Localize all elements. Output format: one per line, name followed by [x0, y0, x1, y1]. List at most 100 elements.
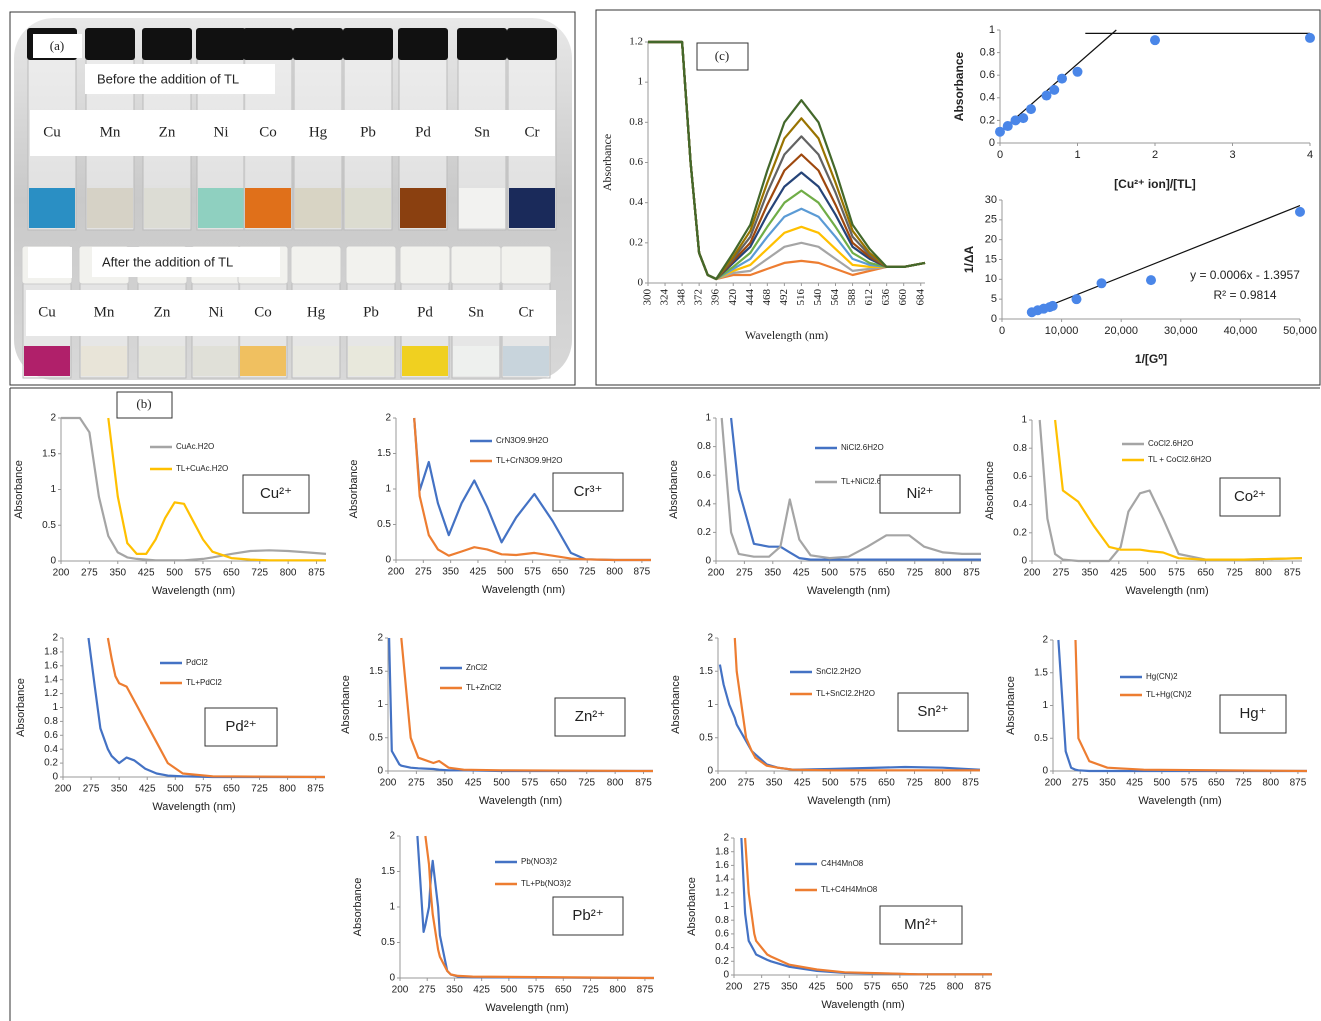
data-point: [1305, 32, 1315, 43]
x-tick-label: 725: [906, 778, 923, 789]
y-tick-label: 0.8: [980, 47, 995, 59]
metal-label: Hg: [307, 304, 326, 320]
spectrum-line: [744, 837, 992, 976]
spectrum-line: [87, 637, 325, 779]
metal-label: Sn: [474, 124, 490, 140]
x-tick-label: 350: [436, 778, 453, 789]
ion-box: [552, 472, 624, 512]
x-tick-label: 500: [822, 778, 839, 789]
panel-label-box: [696, 42, 749, 71]
y-tick-label: 2: [389, 831, 395, 842]
ion-label: Co²⁺: [1234, 488, 1266, 505]
x-tick-label: 200: [392, 985, 409, 996]
y-axis-label: Absorbance: [15, 678, 27, 737]
x-tick-label: 200: [1045, 778, 1062, 789]
ion-label: Cu²⁺: [260, 485, 292, 502]
y-tick-label: 0.2: [715, 956, 729, 967]
metal-label: Sn: [468, 304, 484, 320]
vial-liquid: [295, 188, 341, 228]
y-tick-label: 2: [377, 633, 383, 644]
x-tick-label: 650: [878, 568, 895, 579]
y-axis-label: 1/ΔA: [962, 246, 976, 274]
y-tick-label: 1: [385, 484, 391, 495]
x-tick-label: 875: [1284, 568, 1301, 579]
ion-box: [554, 697, 626, 737]
x-tick-label: 425: [465, 778, 482, 789]
x-tick-label: 50,000: [1283, 325, 1317, 337]
x-tick-label: 425: [470, 567, 487, 578]
equation-label: R² = 0.9814: [1213, 288, 1276, 302]
x-tick-label: 350: [111, 784, 128, 795]
vial-liquid: [87, 188, 133, 228]
x-tick-label: 425: [473, 985, 490, 996]
x-axis-label: Wavelength (nm): [745, 328, 828, 342]
y-axis-label: Absorbance: [348, 460, 360, 519]
ion-label: Ni²⁺: [906, 485, 933, 502]
spectrum-line: [1054, 419, 1303, 561]
spectrum-line: [106, 637, 326, 779]
x-tick-label: 275: [415, 567, 432, 578]
legend-label: TL+C4H4MnO8: [821, 885, 878, 894]
label-band: [30, 110, 555, 156]
metal-label: Zn: [154, 304, 171, 320]
y-tick-label: 10: [985, 273, 997, 285]
y-tick-label: 0: [707, 766, 713, 777]
x-tick-label: 200: [710, 778, 727, 789]
vial-liquid: [509, 188, 555, 228]
photo-title: After the addition of TL: [102, 254, 233, 269]
x-tick-label: 800: [935, 568, 952, 579]
x-tick-label: 350: [446, 985, 463, 996]
x-tick-label: 575: [850, 568, 867, 579]
x-tick-label: 40,000: [1224, 325, 1258, 337]
spectrum-line: [733, 637, 980, 772]
metal-label: Pd: [415, 124, 431, 140]
vial-liquid: [503, 346, 549, 376]
ion-box: [879, 905, 963, 945]
x-tick-label: 350: [766, 778, 783, 789]
metal-label: Cu: [38, 304, 56, 320]
ion-box: [242, 474, 310, 514]
y-tick-label: 1.5: [381, 866, 395, 877]
x-tick-label: 575: [1181, 778, 1198, 789]
metal-label: Zn: [159, 124, 176, 140]
x-tick-label: 800: [609, 985, 626, 996]
x-tick-label: 725: [906, 568, 923, 579]
y-tick-label: 0.4: [1013, 499, 1027, 510]
vial-liquid: [240, 346, 286, 376]
title-box: [85, 64, 275, 94]
x-tick-label: 575: [195, 784, 212, 795]
x-tick-label: 875: [963, 568, 980, 579]
vial-cap: [450, 245, 502, 285]
x-tick-label: 0: [999, 325, 1005, 337]
x-tick-label: 425: [793, 568, 810, 579]
y-tick-label: 0.6: [44, 730, 58, 741]
x-axis-label: Wavelength (nm): [479, 795, 562, 807]
y-tick-label: 0: [991, 313, 997, 325]
x-tick-label: 500: [1139, 568, 1156, 579]
x-tick-label: 350: [442, 567, 459, 578]
x-tick-label: 725: [251, 784, 268, 795]
data-point: [1071, 294, 1082, 305]
y-tick-label: 1.4: [44, 674, 58, 685]
metal-label: Co: [259, 124, 277, 140]
legend-label: TL+SnCl2.2H2O: [816, 689, 875, 698]
metal-label: Mn: [100, 124, 121, 140]
metal-label: Ni: [209, 304, 224, 320]
x-tick-label: 420: [727, 289, 739, 306]
y-tick-label: 1: [989, 24, 995, 36]
x-tick-label: 660: [897, 289, 909, 306]
vial-liquid: [402, 346, 448, 376]
x-tick-label: 725: [919, 982, 936, 993]
spectrum-line: [400, 637, 654, 773]
data-point: [1026, 104, 1036, 115]
x-tick-label: 588: [846, 289, 858, 306]
x-tick-label: 650: [1197, 568, 1214, 579]
y-tick-label: 0: [377, 766, 383, 777]
y-tick-label: 1.8: [44, 647, 58, 658]
ion-label: Cr³⁺: [574, 483, 603, 500]
spectrum-line: [413, 417, 651, 562]
panel-a-frame: [9, 11, 576, 386]
x-tick-label: 875: [635, 778, 652, 789]
